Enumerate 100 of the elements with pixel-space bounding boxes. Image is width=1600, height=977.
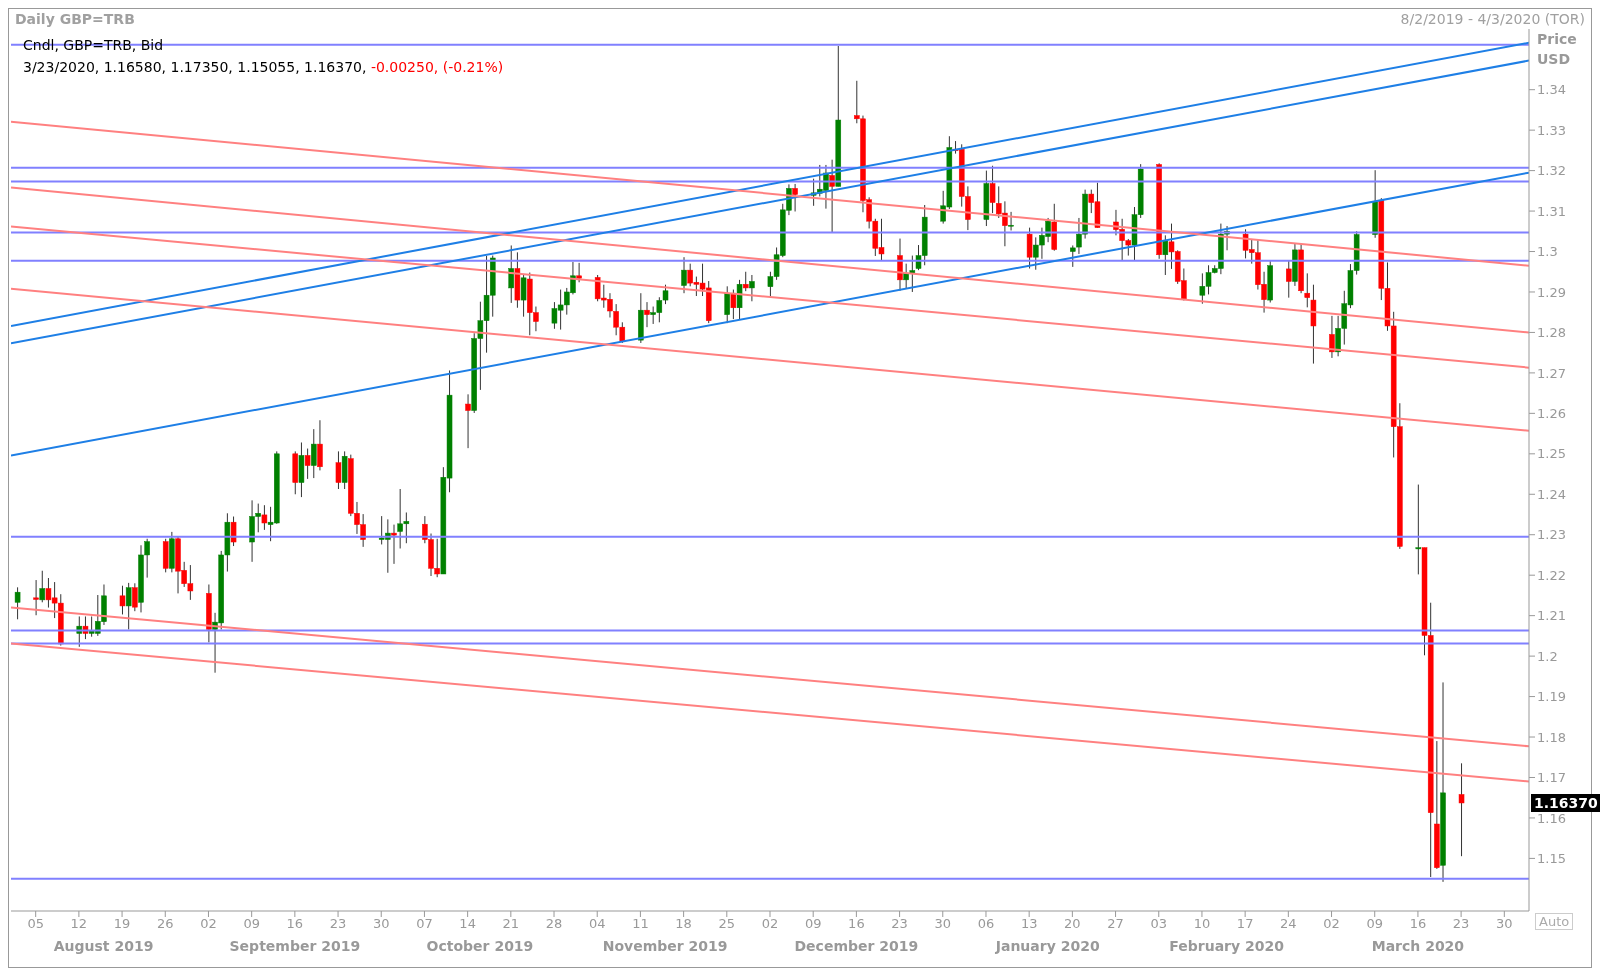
candlestick <box>1286 259 1292 299</box>
y-tick-label: 1.15 <box>1537 851 1566 867</box>
y-tick-label: 1.34 <box>1537 82 1566 98</box>
x2-tick-label: January 2020 <box>994 937 1100 954</box>
x-tick-label: 23 <box>1452 916 1470 932</box>
annotation: -0.00250, (-0.21%) <box>370 59 504 75</box>
x-tick-label: 25 <box>718 916 736 932</box>
candlestick <box>742 271 749 292</box>
candlestick <box>1458 762 1465 857</box>
y-tick-label: 1.18 <box>1537 729 1566 745</box>
y-tick-label: 1.28 <box>1537 325 1566 341</box>
y-tick-label: 1.19 <box>1537 689 1566 705</box>
x-tick-label: 11 <box>632 916 649 932</box>
x2-tick-label: October 2019 <box>426 937 534 954</box>
candlestick <box>520 274 527 318</box>
x-tick-label: 14 <box>459 916 476 932</box>
x-tick-label: 05 <box>27 916 44 932</box>
candlestick <box>1329 315 1335 359</box>
y-tick-label: 1.16 <box>1537 810 1566 826</box>
y-tick-label: 1.32 <box>1537 163 1566 179</box>
candlestick <box>644 301 650 328</box>
y-tick-label: 1.23 <box>1537 527 1566 543</box>
x-tick-label: 30 <box>372 916 390 932</box>
candlestick <box>335 450 342 490</box>
x-tick-label: 09 <box>804 916 822 932</box>
y-tick-label: 1.31 <box>1537 203 1566 219</box>
candlestick <box>1304 272 1311 308</box>
x-tick-label: 28 <box>545 916 563 932</box>
x-tick-label: 23 <box>329 916 347 932</box>
candlestick <box>1008 211 1014 231</box>
x-tick-label: 24 <box>1280 916 1297 932</box>
candlestick <box>1415 484 1422 575</box>
annotation: 3/23/2020, 1.16580, 1.17350, 1.15055, 1.16370, <box>23 59 367 75</box>
candlestick <box>724 285 730 324</box>
candlestick <box>14 586 21 620</box>
x-tick-label: 02 <box>200 916 217 932</box>
x-tick-label: 17 <box>1236 916 1254 932</box>
x-tick-label: 18 <box>675 916 692 932</box>
candlestick <box>508 244 514 304</box>
candlestick <box>261 504 268 531</box>
chart-title: Daily GBP=TRB <box>15 11 135 27</box>
y-tick-label: 1.22 <box>1537 567 1566 583</box>
candlestick <box>989 165 996 214</box>
x-tick-label: 03 <box>1150 916 1168 932</box>
x-tick-label: 16 <box>848 916 865 932</box>
candlestick <box>125 582 132 630</box>
x2-tick-label: December 2019 <box>794 937 919 954</box>
text: Auto <box>1535 913 1574 930</box>
candlestick <box>730 289 737 320</box>
candlestick <box>230 516 237 547</box>
x2-tick-label: September 2019 <box>229 937 361 954</box>
candlestick <box>681 256 687 294</box>
x2-tick-label: March 2020 <box>1371 937 1465 954</box>
candlestick <box>311 428 317 479</box>
candlestick <box>749 274 755 302</box>
x2-tick-label: November 2019 <box>602 937 728 954</box>
y-tick-label: 1.24 <box>1537 486 1566 502</box>
annotation: Cndl, GBP=TRB, Bid <box>23 37 164 53</box>
x-tick-label: 21 <box>502 916 520 932</box>
x-tick-label: 06 <box>977 916 995 932</box>
x-tick-label: 27 <box>1107 916 1124 932</box>
y-tick-label: 1.2 <box>1537 648 1558 664</box>
x-tick-label: 30 <box>934 916 952 932</box>
candlestick <box>317 419 323 471</box>
x-tick-label: 26 <box>156 916 174 932</box>
x2-tick-label: August 2019 <box>53 937 154 954</box>
x-tick-label: 10 <box>1193 916 1211 932</box>
candlestick <box>465 393 471 449</box>
candlestick <box>304 448 311 480</box>
y-axis-title: Price USD <box>1537 30 1577 69</box>
candlestick <box>391 524 397 565</box>
y-tick-label: 1.21 <box>1537 608 1566 624</box>
candlestick <box>792 183 798 212</box>
x-tick-label: 12 <box>70 916 88 932</box>
y-tick-label: 1.27 <box>1537 365 1566 381</box>
x-tick-label: 23 <box>891 916 908 932</box>
x2-tick-label: February 2020 <box>1169 937 1285 954</box>
candlestick <box>132 582 138 612</box>
x-tick-label: 30 <box>1496 916 1513 932</box>
chart-subtitle: 8/2/2019 - 4/3/2020 (TOR) <box>1400 11 1585 27</box>
y-tick-label: 1.29 <box>1537 284 1566 300</box>
x-tick-label: 19 <box>113 916 131 932</box>
candlestick <box>1162 234 1169 276</box>
x-tick-label: 09 <box>243 916 260 932</box>
candlestick <box>903 263 909 289</box>
candlestick <box>1026 227 1033 270</box>
y-tick-label: 1.33 <box>1537 122 1566 138</box>
x-tick-label: 13 <box>1020 916 1038 932</box>
candlestick <box>736 279 743 320</box>
x-tick-label: 02 <box>761 916 779 932</box>
y-tick-label: 1.25 <box>1537 446 1566 462</box>
y-tick-label: 1.3 <box>1537 244 1558 260</box>
candlestick <box>39 570 46 603</box>
candlestick <box>829 159 835 233</box>
x-tick-label: 09 <box>1366 916 1384 932</box>
candlestick <box>119 585 126 615</box>
candlestick <box>33 579 39 616</box>
x-tick-label: 07 <box>416 916 433 932</box>
candlestick <box>576 262 582 283</box>
x-tick-label: 02 <box>1323 916 1340 932</box>
